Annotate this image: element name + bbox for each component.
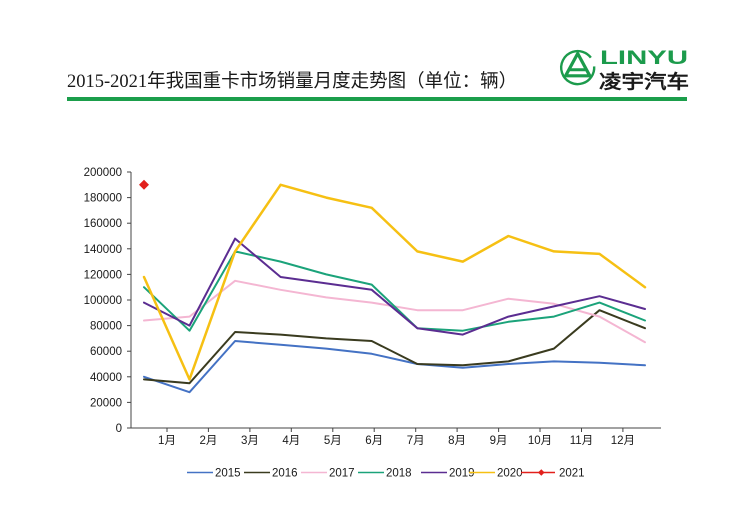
- svg-text:10月: 10月: [528, 435, 552, 447]
- svg-text:20000: 20000: [90, 397, 122, 409]
- svg-text:12月: 12月: [611, 435, 635, 447]
- svg-text:0: 0: [116, 423, 122, 435]
- svg-text:6月: 6月: [365, 435, 383, 447]
- svg-text:2015: 2015: [215, 468, 241, 480]
- svg-text:2月: 2月: [199, 435, 217, 447]
- svg-text:4月: 4月: [282, 435, 300, 447]
- svg-text:80000: 80000: [90, 321, 122, 333]
- svg-text:7月: 7月: [407, 435, 425, 447]
- svg-text:2019: 2019: [449, 468, 475, 480]
- svg-text:2017: 2017: [329, 468, 355, 480]
- svg-text:160000: 160000: [84, 218, 122, 230]
- svg-text:180000: 180000: [84, 193, 122, 205]
- svg-text:120000: 120000: [84, 269, 122, 281]
- svg-text:2018: 2018: [386, 468, 412, 480]
- svg-text:1月: 1月: [158, 435, 176, 447]
- svg-text:200000: 200000: [84, 167, 122, 179]
- svg-text:100000: 100000: [84, 295, 122, 307]
- svg-text:3月: 3月: [241, 435, 259, 447]
- svg-text:5月: 5月: [324, 435, 342, 447]
- svg-text:9月: 9月: [490, 435, 508, 447]
- svg-text:2016: 2016: [272, 468, 298, 480]
- svg-text:60000: 60000: [90, 346, 122, 358]
- svg-text:2020: 2020: [497, 468, 523, 480]
- svg-text:40000: 40000: [90, 372, 122, 384]
- svg-text:11月: 11月: [570, 435, 593, 447]
- svg-text:140000: 140000: [84, 244, 122, 256]
- svg-text:2021: 2021: [559, 468, 585, 480]
- svg-text:8月: 8月: [448, 435, 466, 447]
